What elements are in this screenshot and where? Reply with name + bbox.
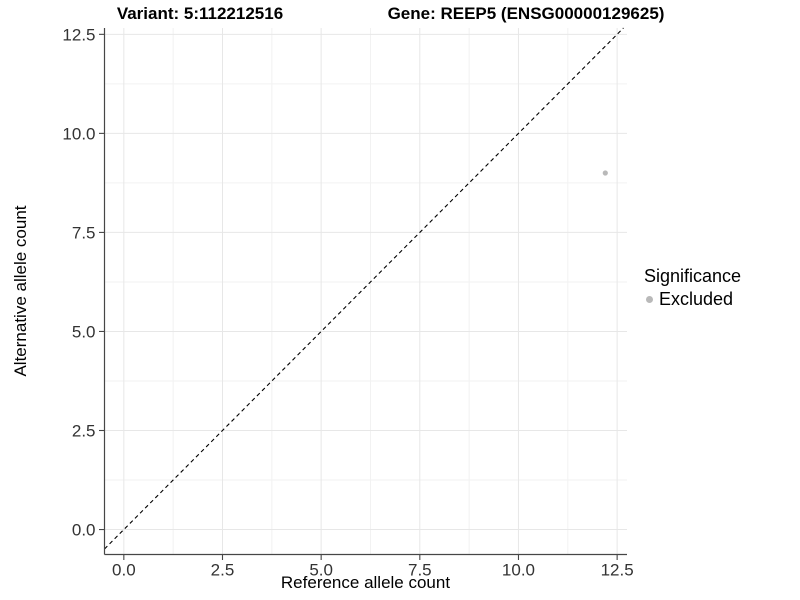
x-axis-title: Reference allele count (280, 573, 451, 592)
legend-point-icon (646, 295, 653, 303)
x-tick-label: 12.5 (601, 561, 634, 580)
plot-title-gene: Gene: REEP5 (ENSG00000129625) (387, 4, 665, 23)
x-tick-label: 5.0 (309, 561, 333, 580)
legend: Significance Excluded (644, 265, 741, 309)
x-tick-label: 0.0 (112, 561, 136, 580)
y-tick-label: 0.0 (72, 521, 96, 540)
y-tick-label: 2.5 (72, 422, 96, 441)
y-tick-label: 10.0 (62, 124, 95, 143)
x-tick-label: 2.5 (211, 561, 235, 580)
plot-title-variant: Variant: 5:112212516 (116, 4, 284, 23)
identity-dashed-line (104, 27, 624, 550)
legend-item-label: Excluded (659, 289, 734, 309)
x-tick-label: 7.5 (408, 561, 432, 580)
y-tick-label: 7.5 (72, 223, 96, 242)
x-tick-label: 10.0 (502, 561, 535, 580)
y-axis-title: Alternative allele count (11, 205, 30, 377)
y-tick-label: 12.5 (62, 25, 95, 44)
data-point (602, 170, 608, 176)
legend-item-excluded: Excluded (644, 289, 741, 309)
y-tick-label: 5.0 (72, 322, 96, 341)
legend-title: Significance (644, 266, 742, 286)
